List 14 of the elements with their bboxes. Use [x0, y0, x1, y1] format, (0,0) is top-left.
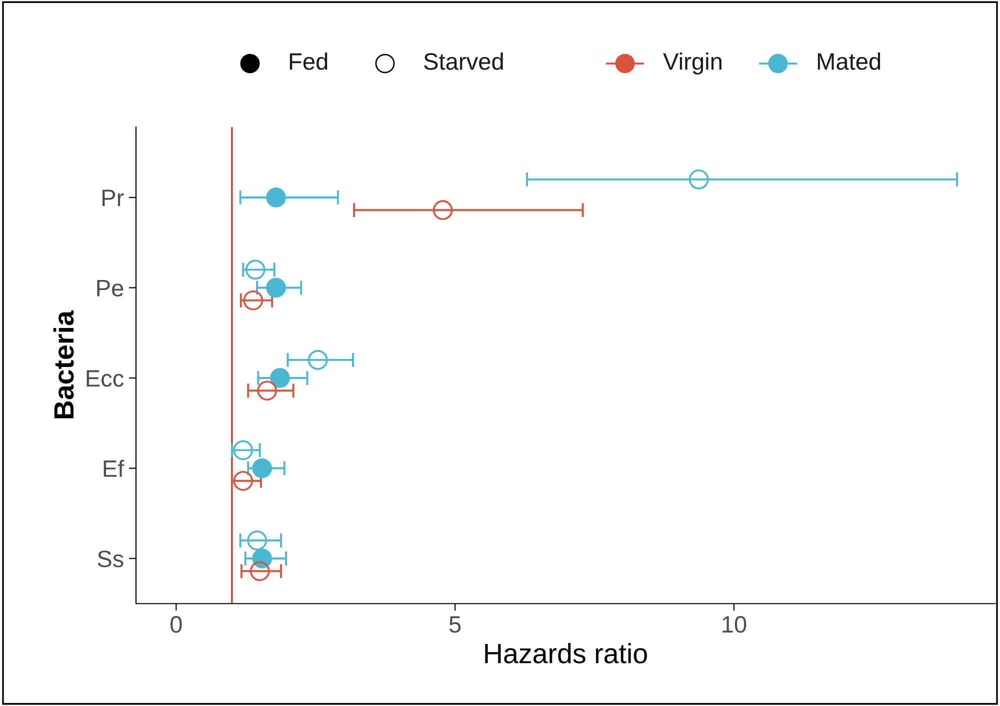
- y-tick-label: Pr: [102, 190, 124, 206]
- text: Fed: [290, 52, 328, 70]
- text: Mated: [818, 52, 880, 70]
- y-tick-label: Pe: [97, 280, 124, 297]
- y-tick-label: Ss: [98, 550, 124, 568]
- x-tick-label: 10: [722, 616, 746, 633]
- x-tick-label: 0: [170, 616, 182, 633]
- text: Starved: [424, 52, 503, 70]
- y-tick-label: Ecc: [86, 370, 124, 387]
- text: Virgin: [663, 52, 722, 75]
- x-axis-title: Hazards ratio: [485, 643, 647, 664]
- y-tick-label: Ef: [104, 460, 124, 477]
- x-tick-label: 5: [449, 616, 461, 633]
- y-axis-title: Bacteria: [53, 310, 74, 418]
